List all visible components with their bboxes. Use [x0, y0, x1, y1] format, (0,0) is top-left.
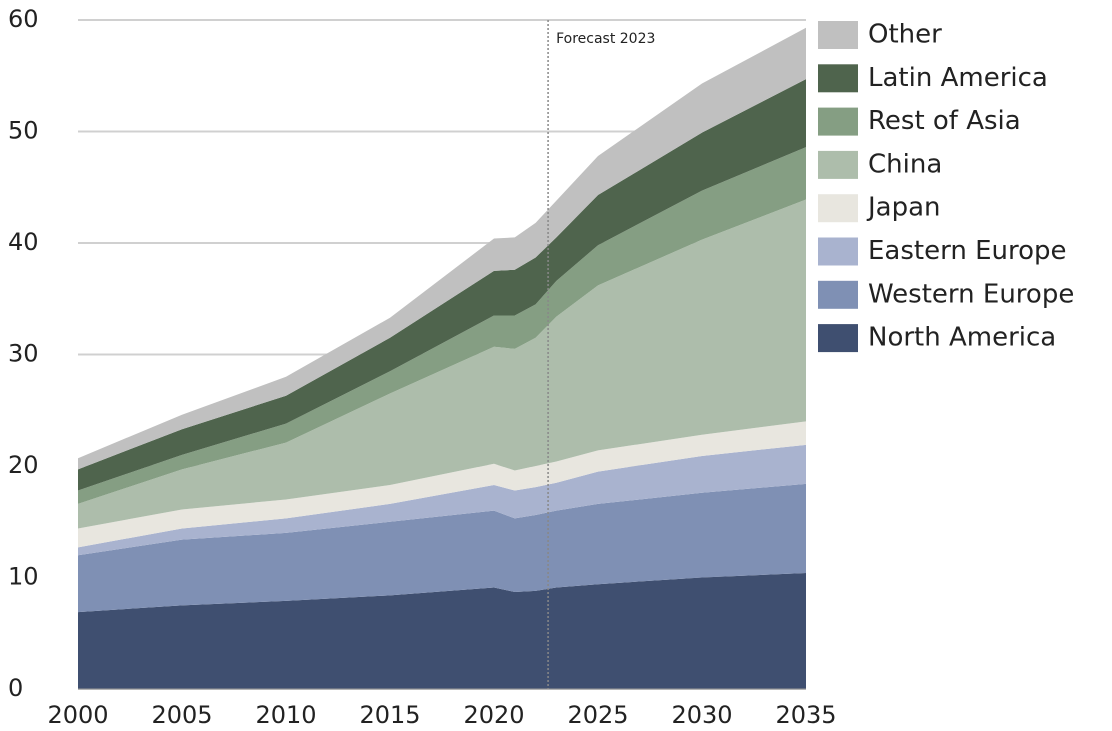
x-tick-label: 2005: [151, 701, 212, 729]
legend-swatch: [818, 324, 858, 353]
area: [78, 483, 806, 613]
x-tick-label: 2020: [463, 701, 524, 729]
legend-label: Eastern Europe: [868, 236, 1067, 266]
legend-swatch: [818, 237, 858, 266]
legend-swatch: [818, 150, 858, 179]
area: [78, 147, 806, 504]
forecast-label: Forecast 2023: [556, 31, 655, 47]
x-tick-label: 2015: [359, 701, 420, 729]
legend-swatch: [818, 194, 858, 223]
x-tick-label: 2000: [47, 701, 108, 729]
area: [78, 27, 806, 470]
x-tick-label: 2030: [671, 701, 732, 729]
legend-label: Latin America: [868, 63, 1048, 93]
area: [78, 573, 806, 689]
legend-label: Other: [868, 20, 942, 50]
legend-label: Rest of Asia: [868, 106, 1021, 136]
y-tick-label: 30: [8, 340, 39, 368]
legend-swatch: [818, 107, 858, 136]
x-tick-label: 2025: [567, 701, 628, 729]
y-tick-label: 40: [8, 228, 39, 256]
y-tick-label: 0: [8, 674, 23, 702]
y-tick-label: 50: [8, 117, 39, 145]
area: [78, 199, 806, 529]
legend-label: Western Europe: [868, 279, 1074, 309]
legend-label: China: [868, 149, 942, 179]
y-tick-label: 20: [8, 451, 39, 479]
legend-swatch: [818, 280, 858, 309]
x-tick-label: 2035: [775, 701, 836, 729]
legend-swatch: [818, 21, 858, 49]
area: [78, 79, 806, 491]
x-tick-label: 2010: [255, 701, 316, 729]
legend-label: North America: [868, 323, 1056, 353]
y-tick-label: 10: [8, 563, 39, 591]
legend-label: Japan: [866, 193, 941, 223]
y-tick-label: 60: [8, 5, 39, 33]
area: [78, 421, 806, 548]
legend-swatch: [818, 64, 858, 93]
area: [78, 444, 806, 556]
